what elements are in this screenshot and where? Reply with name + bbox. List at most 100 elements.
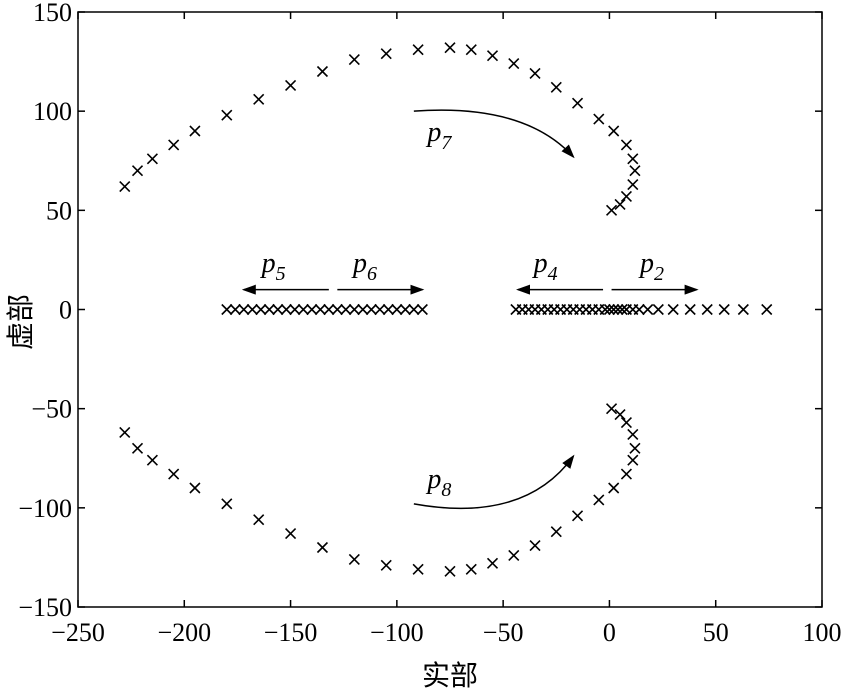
data-point bbox=[146, 454, 158, 466]
data-point bbox=[263, 303, 275, 316]
data-point bbox=[571, 510, 584, 522]
data-point bbox=[652, 303, 664, 316]
axis-ticks: −250 −200 −150 −100 −50 0 50 100 150 100 50 0 −50 −10… bbox=[18, 0, 841, 647]
data-point bbox=[486, 557, 499, 569]
data-point bbox=[599, 303, 611, 316]
data-point bbox=[382, 303, 394, 316]
y-axis-label: 虚部 bbox=[4, 294, 37, 350]
data-point bbox=[620, 139, 632, 151]
data-point bbox=[289, 303, 301, 316]
data-point bbox=[340, 303, 352, 316]
annotation-p6: p6 bbox=[351, 248, 377, 285]
data-point bbox=[189, 125, 201, 137]
data-point bbox=[253, 93, 265, 105]
data-point bbox=[416, 303, 428, 316]
data-point bbox=[605, 403, 618, 415]
data-point bbox=[633, 303, 645, 316]
p8-arrow bbox=[413, 454, 575, 510]
data-point bbox=[508, 58, 520, 70]
data-point bbox=[221, 109, 233, 121]
data-point bbox=[550, 81, 562, 93]
x-axis-label: 实部 bbox=[422, 659, 478, 691]
series-p4-p2 bbox=[510, 303, 773, 316]
data-point bbox=[314, 303, 326, 316]
annotation-labels: p7 p8 p5 p6 p4 p2 bbox=[260, 117, 664, 501]
y-tick-label: −150 bbox=[18, 593, 72, 622]
data-point bbox=[620, 190, 632, 203]
data-point bbox=[357, 303, 369, 316]
data-point bbox=[146, 153, 158, 165]
data-point bbox=[761, 303, 773, 316]
data-point bbox=[119, 426, 131, 439]
data-point bbox=[616, 303, 628, 316]
data-point bbox=[444, 565, 456, 577]
data-point bbox=[119, 180, 131, 193]
data-point bbox=[285, 528, 297, 540]
data-point bbox=[348, 303, 360, 316]
data-point bbox=[486, 50, 499, 62]
data-point bbox=[612, 303, 624, 316]
data-point bbox=[412, 44, 424, 56]
y-tick-label: 50 bbox=[46, 196, 72, 225]
data-point bbox=[316, 65, 329, 78]
data-point bbox=[238, 303, 250, 316]
annotation-p7: p7 bbox=[425, 117, 452, 154]
x-tick-label: 50 bbox=[703, 618, 729, 647]
data-point bbox=[627, 428, 639, 441]
x-tick-label: 0 bbox=[603, 618, 616, 647]
data-point bbox=[221, 303, 233, 316]
data-point bbox=[593, 494, 605, 506]
data-point bbox=[380, 559, 392, 571]
y-tick-label: −100 bbox=[18, 494, 72, 523]
data-point bbox=[399, 303, 411, 316]
data-point bbox=[629, 165, 641, 177]
data-point bbox=[642, 303, 654, 316]
series-p8 bbox=[119, 403, 641, 577]
plot-frame bbox=[77, 11, 823, 608]
p7-arrow bbox=[413, 109, 575, 159]
y-tick-label: 100 bbox=[33, 97, 72, 126]
data-point bbox=[614, 409, 626, 421]
x-tick-label: 100 bbox=[803, 618, 842, 647]
data-point bbox=[365, 303, 377, 316]
data-point bbox=[255, 303, 267, 316]
data-point bbox=[508, 549, 520, 561]
data-point bbox=[168, 139, 180, 151]
data-point bbox=[323, 303, 335, 316]
data-point bbox=[253, 514, 265, 526]
data-point bbox=[667, 303, 679, 316]
data-point bbox=[285, 79, 297, 91]
data-point bbox=[529, 67, 541, 80]
data-point bbox=[620, 416, 632, 429]
data-point bbox=[718, 303, 730, 316]
data-point bbox=[737, 303, 749, 316]
annotation-p4: p4 bbox=[532, 248, 558, 285]
data-point bbox=[168, 468, 180, 480]
data-point bbox=[614, 198, 626, 210]
data-point bbox=[189, 482, 201, 494]
annotation-p2: p2 bbox=[638, 248, 664, 285]
data-point bbox=[608, 482, 620, 494]
data-point bbox=[408, 303, 420, 316]
annotation-p8: p8 bbox=[425, 464, 451, 501]
data-point bbox=[465, 44, 477, 56]
x-tick-label: −200 bbox=[157, 618, 211, 647]
data-point bbox=[629, 442, 641, 454]
data-point bbox=[380, 48, 392, 60]
data-point bbox=[272, 303, 284, 316]
data-point bbox=[605, 204, 618, 216]
data-point bbox=[571, 97, 584, 109]
data-point bbox=[444, 42, 456, 54]
data-point bbox=[246, 303, 258, 316]
data-point bbox=[529, 539, 541, 552]
data-point bbox=[627, 454, 639, 466]
data-point bbox=[465, 563, 477, 575]
data-point bbox=[316, 541, 329, 554]
data-point bbox=[593, 113, 605, 125]
y-tick-label: −50 bbox=[31, 395, 72, 424]
x-tick-label: −100 bbox=[370, 618, 424, 647]
data-point bbox=[331, 303, 343, 316]
data-point bbox=[391, 303, 403, 316]
data-point bbox=[348, 553, 360, 565]
